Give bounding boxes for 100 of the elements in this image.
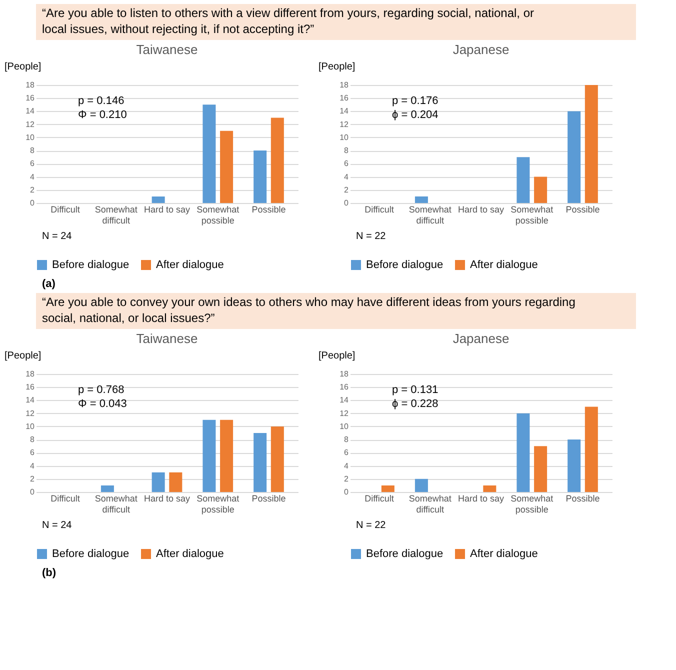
bar — [516, 413, 530, 492]
bar — [270, 118, 284, 203]
y-tick-label: 0 — [344, 198, 350, 208]
chart-title: Japanese — [452, 42, 510, 57]
bar — [414, 478, 428, 492]
y-tick-label: 18 — [340, 370, 350, 378]
bar — [100, 485, 114, 492]
x-tick-label: Possible — [252, 204, 286, 214]
y-tick-label: 4 — [344, 172, 350, 182]
text: N = 24 — [42, 520, 72, 531]
legend-label: After dialogue — [470, 259, 538, 271]
y-tick-label: 4 — [30, 172, 36, 182]
x-tick-label: Difficult — [364, 494, 394, 504]
y-tick-label: 6 — [30, 159, 36, 168]
chart-title: Taiwanese — [136, 42, 198, 57]
y-tick-label: 14 — [26, 396, 36, 405]
bar — [568, 440, 581, 492]
annotation: Φ = 0.210 — [78, 109, 127, 121]
y-axis-title: [People] — [4, 350, 42, 362]
x-tick-label: Somewhat difficult — [94, 204, 138, 226]
y-tick-label: 2 — [30, 474, 36, 484]
x-tick-label: Somewhat possible — [510, 494, 554, 514]
y-axis-title: [People] — [318, 350, 356, 362]
x-tick-label: Somewhat possible — [196, 494, 240, 514]
x-tick-label: Difficult — [50, 204, 80, 214]
x-tick-label: Difficult — [50, 494, 80, 504]
y-tick-label: 14 — [340, 396, 350, 405]
legend-label: Before dialogue — [52, 259, 130, 271]
bar — [254, 150, 267, 203]
legend-label: After dialogue — [156, 548, 224, 560]
bar — [483, 485, 496, 492]
annotation: p = 0.176 — [392, 95, 438, 107]
x-tick-label: Possible — [566, 494, 600, 504]
y-tick-label: 12 — [340, 408, 350, 418]
x-tick-label: Somewhat possible — [510, 204, 554, 226]
x-tick-label: Hard to say — [458, 494, 505, 504]
y-tick-label: 4 — [30, 461, 36, 470]
x-tick-label: Somewhat difficult — [94, 494, 138, 514]
bar — [516, 157, 530, 203]
annotation: p = 0.146 — [78, 95, 124, 107]
bar — [152, 196, 165, 203]
x-tick-label: Difficult — [364, 204, 394, 214]
text: “Are you able to convey your own ideas to others who may have different ideas from yours regarding social, national, or local issues?” — [42, 295, 576, 325]
y-axis-title: [People] — [318, 62, 356, 72]
x-tick-label: Possible — [252, 494, 286, 504]
x-tick-label: Somewhat possible — [196, 204, 240, 226]
bar — [584, 85, 598, 203]
y-tick-label: 18 — [26, 80, 36, 90]
bar — [414, 196, 428, 203]
y-tick-label: 16 — [340, 382, 350, 392]
y-tick-label: 10 — [26, 132, 36, 142]
annotation: p = 0.131 — [392, 384, 438, 396]
y-tick-label: 10 — [26, 422, 36, 431]
y-tick-label: 2 — [344, 474, 350, 484]
x-tick-label: Somewhat difficult — [408, 204, 452, 226]
bar — [381, 485, 394, 492]
bar — [534, 176, 548, 203]
annotation: Φ = 0.043 — [78, 398, 127, 410]
y-axis-title: [People] — [4, 62, 42, 72]
annotation: ϕ = 0.204 — [392, 109, 438, 121]
x-tick-label: Somewhat difficult — [408, 494, 452, 514]
bar — [202, 420, 216, 492]
y-tick-label: 8 — [30, 146, 36, 156]
y-tick-label: 12 — [26, 408, 36, 418]
y-tick-label: 16 — [26, 382, 36, 392]
chart-title: Japanese — [452, 331, 510, 346]
legend-label: Before dialogue — [366, 259, 444, 271]
y-tick-label: 16 — [26, 94, 36, 103]
x-tick-label: Hard to say — [144, 204, 191, 214]
bar — [169, 472, 182, 492]
y-tick-label: 8 — [344, 146, 350, 156]
text: N = 22 — [356, 231, 386, 242]
text: “Are you able to listen to others with a view different from yours, regarding social, national, or local issues, without rejecting it, if not accepting it?” — [42, 6, 534, 36]
bar — [568, 111, 581, 203]
y-tick-label: 8 — [30, 435, 36, 444]
x-tick-label: Hard to say — [144, 494, 191, 504]
x-tick-label: Possible — [566, 204, 600, 214]
y-tick-label: 10 — [340, 132, 350, 142]
y-tick-label: 0 — [30, 488, 36, 496]
y-tick-label: 18 — [340, 80, 350, 90]
legend-label: After dialogue — [470, 548, 538, 560]
bar — [220, 420, 234, 492]
y-tick-label: 14 — [340, 106, 350, 116]
y-tick-label: 2 — [30, 185, 36, 194]
legend-label: Before dialogue — [366, 548, 444, 560]
y-tick-label: 8 — [344, 435, 350, 444]
y-tick-label: 0 — [30, 198, 36, 208]
bar — [202, 104, 216, 203]
y-tick-label: 2 — [344, 185, 350, 194]
annotation: ϕ = 0.228 — [392, 398, 438, 410]
y-tick-label: 12 — [26, 120, 36, 129]
text: N = 22 — [356, 520, 386, 531]
chart-title: Taiwanese — [136, 331, 198, 346]
annotation: p = 0.768 — [78, 384, 124, 396]
y-tick-label: 4 — [344, 461, 350, 470]
x-tick-label: Hard to say — [458, 204, 505, 214]
y-tick-label: 12 — [340, 120, 350, 129]
text: (b) — [42, 567, 56, 579]
legend-label: After dialogue — [156, 259, 224, 271]
text: (a) — [42, 278, 56, 290]
